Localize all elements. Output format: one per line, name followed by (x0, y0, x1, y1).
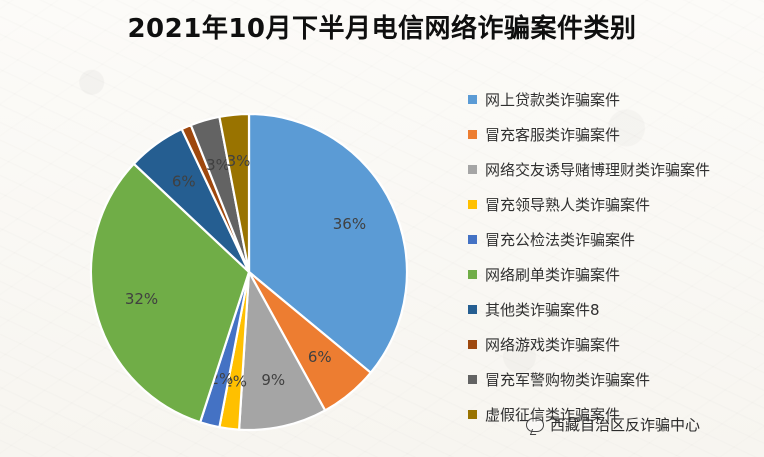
chat-bubble-icon (526, 417, 544, 432)
legend-swatch-5 (468, 235, 477, 244)
legend-label-3: 网络交友诱导赌博理财类诈骗案件 (485, 161, 711, 179)
legend-swatch-9 (468, 375, 477, 384)
data-label-7: 6% (172, 173, 196, 191)
chart-title: 2021年10月下半月电信网络诈骗案件类别 (127, 14, 637, 44)
legend-label-2: 冒充客服类诈骗案件 (485, 126, 621, 144)
legend-swatch-2 (468, 130, 477, 139)
legend-swatch-8 (468, 340, 477, 349)
legend-item-10: 虚假征信类诈骗案件 (468, 397, 758, 432)
legend-label-4: 冒充领导熟人类诈骗案件 (485, 196, 651, 214)
data-label-10: 3% (227, 152, 251, 170)
legend-item-4: 冒充领导熟人类诈骗案件 (468, 187, 758, 222)
data-label-6: 32% (125, 290, 158, 308)
legend-swatch-3 (468, 165, 477, 174)
legend-label-1: 网上贷款类诈骗案件 (485, 91, 621, 109)
pie-slice-1 (247, 112, 409, 375)
legend-item-1: 网上贷款类诈骗案件 (468, 82, 758, 117)
data-label-2: 6% (308, 348, 332, 366)
legend-item-9: 冒充军警购物类诈骗案件 (468, 362, 758, 397)
legend-item-7: 其他类诈骗案件8 (468, 292, 758, 327)
data-label-1: 36% (333, 215, 366, 233)
legend-item-6: 网络刷单类诈骗案件 (468, 257, 758, 292)
legend-item-5: 冒充公检法类诈骗案件 (468, 222, 758, 257)
legend-swatch-1 (468, 95, 477, 104)
legend-label-6: 网络刷单类诈骗案件 (485, 266, 621, 284)
legend-item-2: 冒充客服类诈骗案件 (468, 117, 758, 152)
legend-swatch-4 (468, 200, 477, 209)
legend-label-10: 虚假征信类诈骗案件 (485, 406, 621, 424)
legend-swatch-10 (468, 410, 477, 419)
pie-slice-3 (237, 268, 327, 432)
pie-slice-6 (89, 162, 251, 424)
chart-legend: 网上贷款类诈骗案件 冒充客服类诈骗案件网络交友诱导赌博理财类诈骗案件 冒充领导熟人类… (468, 82, 758, 432)
legend-label-5: 冒充公检法类诈骗案件 (485, 231, 636, 249)
pie-slice-10 (218, 112, 251, 273)
legend-swatch-6 (468, 270, 477, 279)
watermark-text: 西藏自治区反诈骗中心 (550, 416, 701, 434)
data-label-9: 3% (206, 156, 230, 174)
legend-item-3: 网络交友诱导赌博理财类诈骗案件 (468, 152, 758, 187)
legend-swatch-7 (468, 305, 477, 314)
data-label-3: 9% (261, 371, 285, 389)
legend-label-9: 冒充军警购物类诈骗案件 (485, 371, 651, 389)
watermark: 西藏自治区反诈骗中心 (526, 414, 700, 435)
legend-label-7: 其他类诈骗案件8 (485, 301, 600, 319)
legend-label-8: 网络游戏类诈骗案件 (485, 336, 621, 354)
legend-item-8: 网络游戏类诈骗案件 (468, 327, 758, 362)
